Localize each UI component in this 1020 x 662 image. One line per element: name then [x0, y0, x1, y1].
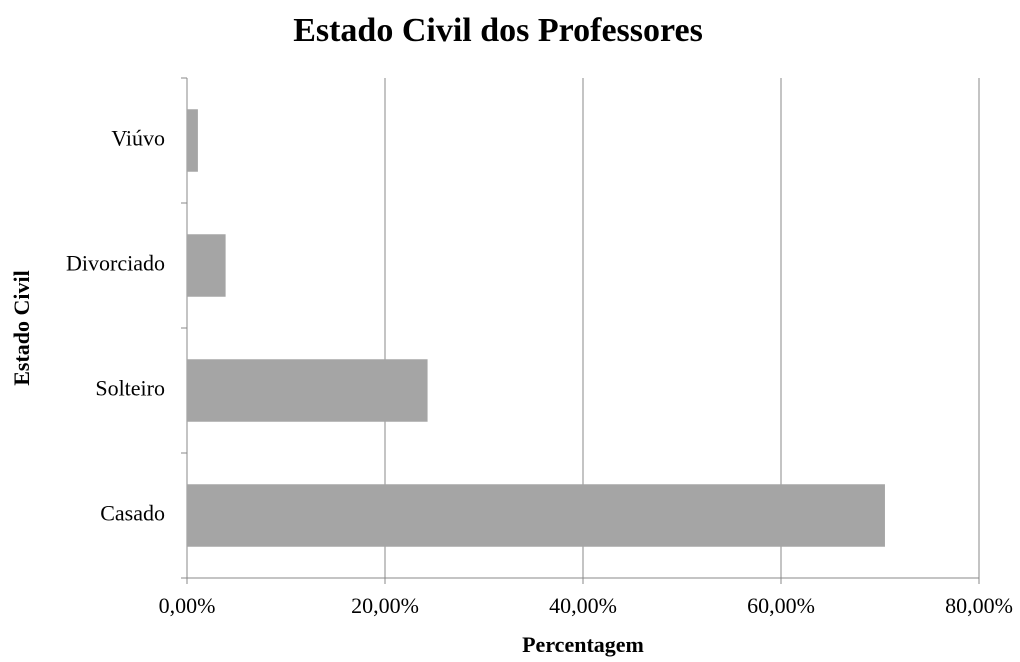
y-tick-label: Viúvo — [111, 126, 165, 151]
bar — [187, 109, 198, 172]
bar — [187, 234, 226, 297]
bar — [187, 359, 428, 422]
x-tick-label: 0,00% — [159, 593, 216, 618]
x-tick-label: 60,00% — [747, 593, 815, 618]
y-tick-label: Divorciado — [66, 251, 165, 276]
x-tick-label: 80,00% — [945, 593, 1013, 618]
x-tick-label: 20,00% — [351, 593, 419, 618]
x-axis-title: Percentagem — [522, 632, 644, 657]
x-tick-label: 40,00% — [549, 593, 617, 618]
bar — [187, 484, 885, 547]
y-tick-label: Casado — [100, 501, 165, 526]
chart-title: Estado Civil dos Professores — [293, 12, 703, 49]
y-axis-title: Estado Civil — [9, 270, 34, 386]
y-tick-label: Solteiro — [95, 376, 165, 401]
